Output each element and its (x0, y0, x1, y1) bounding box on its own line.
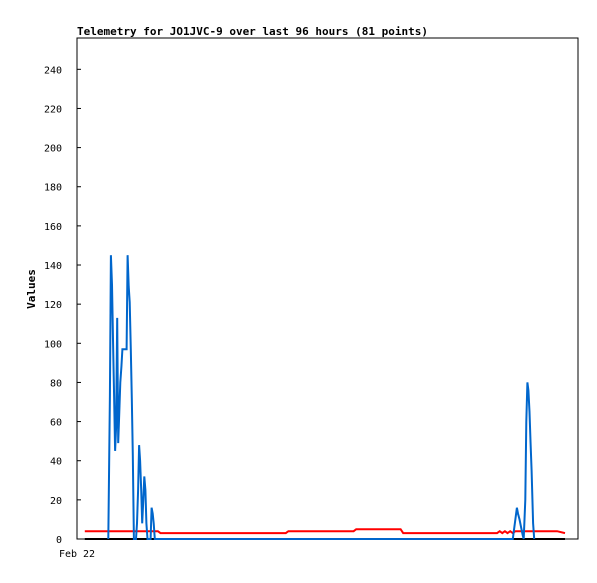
y-tick-label: 40 (50, 457, 62, 468)
series-group (84, 255, 566, 540)
y-tick-label: 100 (44, 339, 62, 350)
chart-title: Telemetry for JO1JVC-9 over last 96 hour… (77, 25, 428, 38)
y-tick-label: 0 (56, 535, 62, 546)
y-tick-label: 60 (50, 418, 62, 429)
series-line-2 (107, 255, 536, 540)
y-axis: 0 20 40 60 80 100 120 140 160 180 200 220 240 (44, 65, 81, 546)
y-axis-label: Values (25, 269, 38, 309)
y-tick-label: 140 (44, 261, 62, 272)
y-tick-label: 220 (44, 104, 62, 115)
y-tick-label: 120 (44, 300, 62, 311)
x-tick-label: Feb 22 (59, 549, 95, 560)
y-tick-label: 240 (44, 65, 62, 76)
x-axis: Feb 22 (59, 549, 95, 560)
y-tick-label: 160 (44, 222, 62, 233)
y-tick-label: 20 (50, 496, 62, 507)
plot-area (76, 37, 579, 540)
y-tick-label: 180 (44, 183, 62, 194)
y-tick-label: 200 (44, 144, 62, 155)
y-tick-label: 80 (50, 378, 62, 389)
series-line-1 (84, 528, 566, 535)
